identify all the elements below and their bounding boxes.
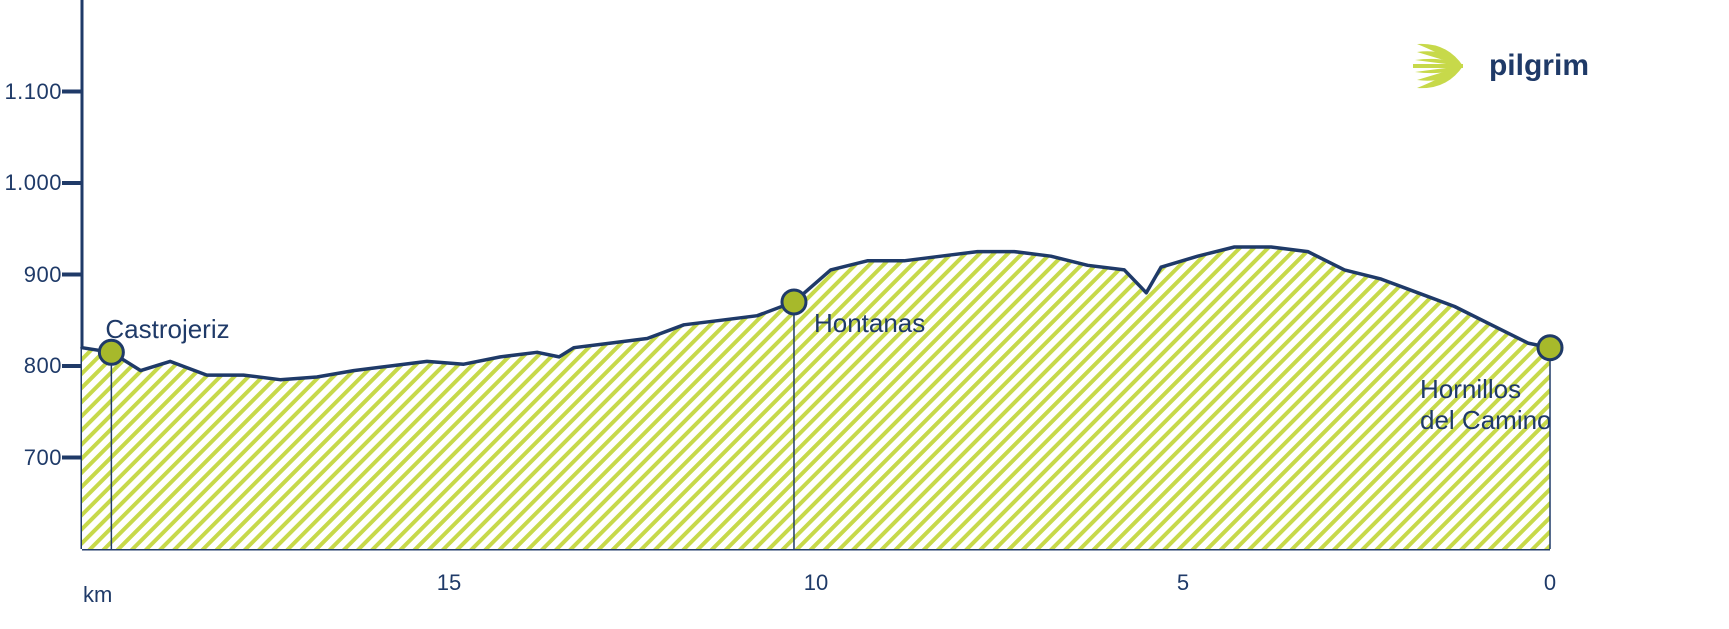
town-label-hornillos-del-camino: Hornillos del Camino [1420, 374, 1552, 436]
y-tick-label: 900 [24, 262, 62, 288]
pilgrim-shell-icon [1407, 38, 1471, 94]
town-label-castrojeriz: Castrojeriz [105, 314, 229, 345]
x-tick-label: 0 [1544, 570, 1556, 596]
y-tick-label: 700 [24, 445, 62, 471]
x-tick-label: 15 [437, 570, 461, 596]
town-label-hontanas: Hontanas [814, 308, 925, 339]
y-tick-label: 1.100 [4, 79, 62, 105]
x-tick-label: 5 [1177, 570, 1189, 596]
pilgrim-logo: pilgrim [1407, 38, 1589, 94]
y-tick-label: 800 [24, 353, 62, 379]
x-axis-unit-label: km [83, 582, 112, 608]
y-tick-label: 1.000 [4, 170, 62, 196]
x-tick-label: 10 [804, 570, 828, 596]
pilgrim-logo-text: pilgrim [1489, 49, 1589, 83]
elevation-profile-chart: 700 800 900 1.000 1.100 0 5 10 15 km Castrojeri… [0, 0, 1729, 629]
